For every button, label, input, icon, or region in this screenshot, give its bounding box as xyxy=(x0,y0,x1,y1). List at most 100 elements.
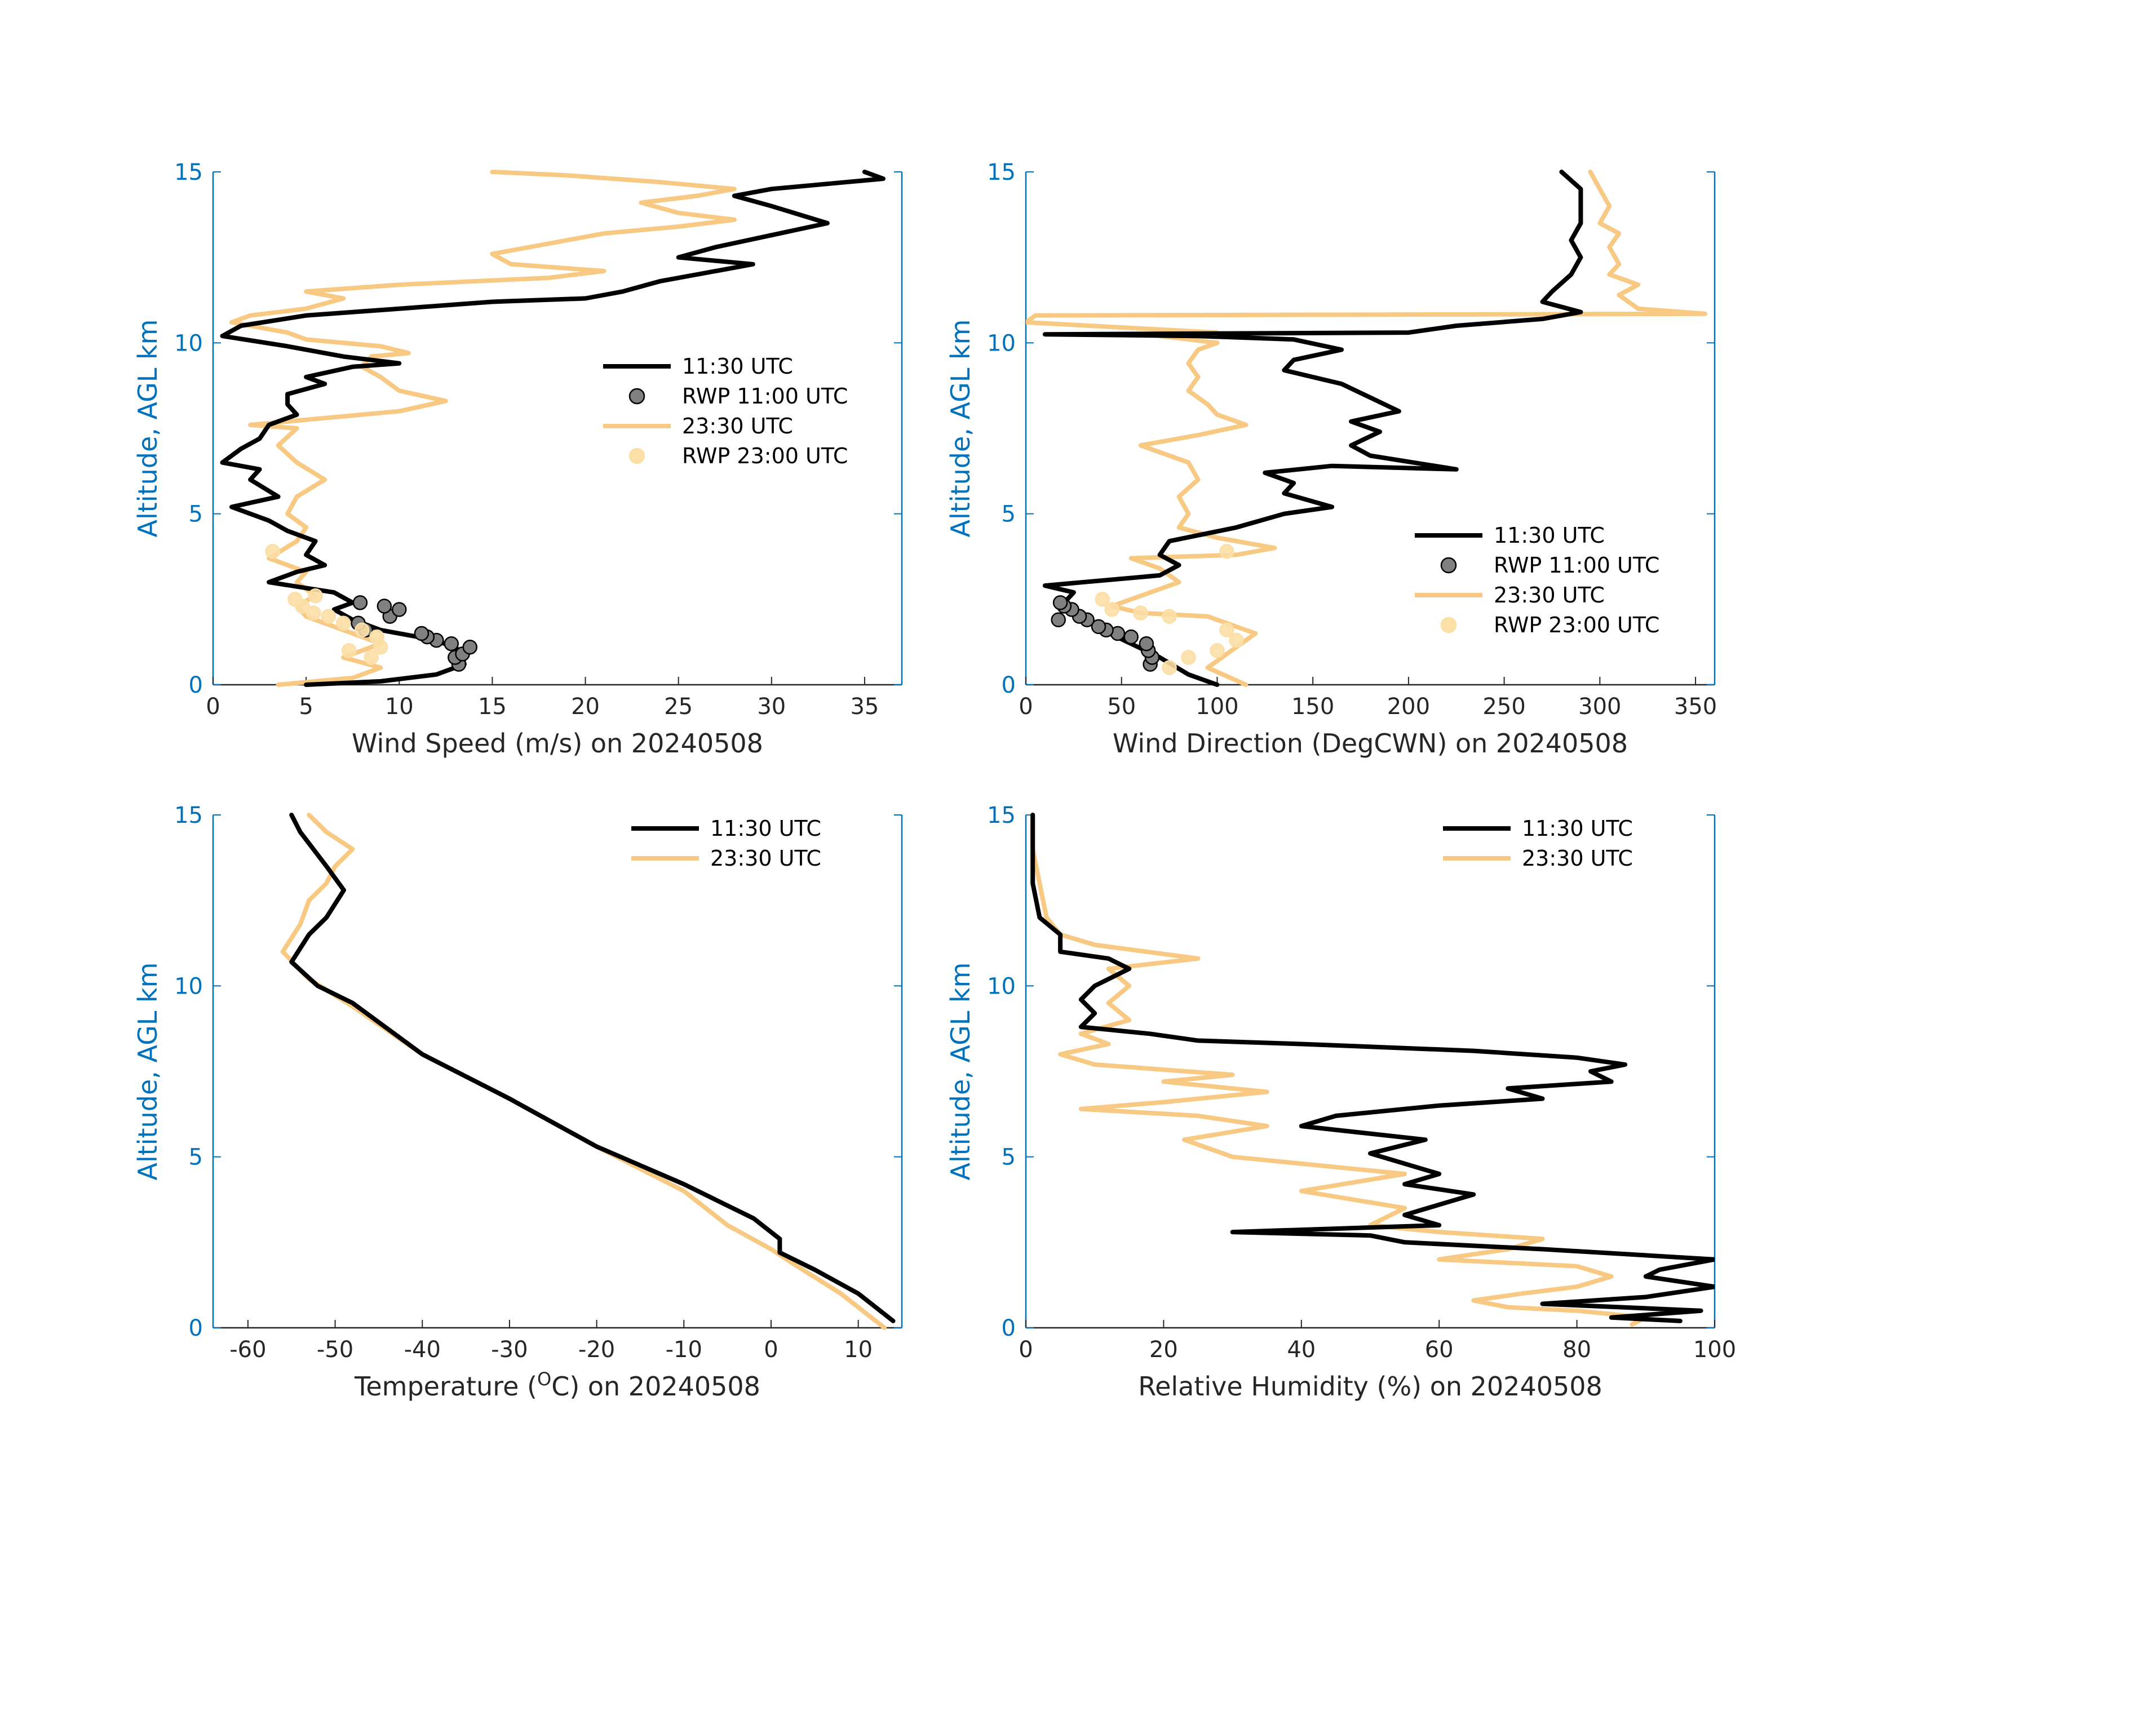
y-tick-label: 10 xyxy=(174,973,203,999)
legend-label: RWP 11:00 UTC xyxy=(682,384,848,409)
x-axis-label-part: Temperature ( xyxy=(354,1371,537,1402)
plot-area xyxy=(1026,170,1707,687)
legend-label: 23:30 UTC xyxy=(1522,846,1633,871)
x-tick-label: 20 xyxy=(571,694,600,720)
panel-wind-direction: 0 50 100 150 200 250 300 350 0 5 10 15 Wind Directio… xyxy=(945,159,1717,759)
data-point-rwp-23-00-utc xyxy=(306,605,321,620)
series-line-23-30-utc xyxy=(280,813,887,1330)
data-point-rwp-11-00-utc xyxy=(1123,629,1139,645)
legend-label: RWP 11:00 UTC xyxy=(1494,553,1659,578)
legend-marker-swatch xyxy=(628,447,645,464)
x-tick-label: 50 xyxy=(1107,694,1136,720)
y-axis-label: Altitude, AGL km xyxy=(945,319,976,537)
x-tick-label: -40 xyxy=(404,1337,441,1363)
legend-label: 11:30 UTC xyxy=(710,816,821,841)
y-axis-label: Altitude, AGL km xyxy=(132,319,163,537)
data-point-rwp-11-00-utc xyxy=(462,640,478,655)
legend: 11:30 UTC 23:30 UTC xyxy=(1443,816,1633,871)
legend: 11:30 UTC 23:30 UTC xyxy=(631,816,821,871)
y-tick-label: 10 xyxy=(987,973,1016,999)
data-point-rwp-23-00-utc xyxy=(369,629,384,645)
legend-label: 11:30 UTC xyxy=(1522,816,1633,841)
data-point-rwp-11-00-utc xyxy=(392,602,407,617)
series-line-11-30-utc xyxy=(289,813,896,1323)
data-point-rwp-23-00-utc xyxy=(364,650,379,665)
legend-marker-swatch xyxy=(1440,617,1457,633)
x-tick-label: 250 xyxy=(1482,694,1525,720)
plot-area xyxy=(1030,813,1715,1327)
x-tick-label: -60 xyxy=(229,1337,266,1363)
data-point-rwp-23-00-utc xyxy=(1133,605,1148,620)
data-point-rwp-11-00-utc xyxy=(414,626,430,641)
y-tick-label: 15 xyxy=(987,159,1016,185)
x-tick-label: 200 xyxy=(1387,694,1430,720)
x-tick-label: 350 xyxy=(1674,694,1717,720)
series-line-23-30-utc xyxy=(1026,170,1707,687)
y-tick-label: 0 xyxy=(1002,1315,1016,1341)
data-point-rwp-23-00-utc xyxy=(1219,544,1234,559)
x-tick-label: 100 xyxy=(1693,1337,1736,1363)
y-axis-label: Altitude, AGL km xyxy=(132,962,163,1180)
x-tick-label: 0 xyxy=(206,694,220,720)
x-axis-label: Relative Humidity (%) on 20240508 xyxy=(1138,1371,1602,1402)
legend-label: 11:30 UTC xyxy=(1494,523,1605,548)
series-line-11-30-utc xyxy=(1030,813,1715,1323)
data-point-rwp-23-00-utc xyxy=(321,609,337,624)
data-point-rwp-23-00-utc xyxy=(1219,622,1234,638)
x-tick-label: 0 xyxy=(764,1337,778,1363)
x-tick-label: 10 xyxy=(385,694,414,720)
x-tick-label: 0 xyxy=(1019,694,1033,720)
data-point-rwp-11-00-utc xyxy=(1091,619,1106,635)
x-tick-label: 30 xyxy=(757,694,786,720)
legend-label: 23:30 UTC xyxy=(1494,583,1605,608)
y-tick-label: 10 xyxy=(987,330,1016,356)
x-tick-label: 10 xyxy=(844,1337,873,1363)
y-tick-label: 0 xyxy=(1002,672,1016,698)
y-tick-label: 0 xyxy=(189,1315,203,1341)
data-point-rwp-23-00-utc xyxy=(335,615,351,631)
y-tick-label: 15 xyxy=(987,803,1016,828)
y-tick-label: 5 xyxy=(1002,1145,1016,1171)
y-axis-label: Altitude, AGL km xyxy=(945,962,976,1180)
legend: 11:30 UTC RWP 11:00 UTC 23:30 UTC RWP 23:00… xyxy=(1415,523,1659,637)
panel-relative-humidity: 0 20 40 60 80 100 0 5 10 15 Relative Humidity (%) … xyxy=(945,803,1736,1402)
data-point-rwp-11-00-utc xyxy=(1051,612,1066,627)
x-tick-label: 40 xyxy=(1287,1337,1316,1363)
series-line-11-30-utc xyxy=(1042,170,1583,687)
x-tick-label: -10 xyxy=(666,1337,702,1363)
legend-label: RWP 23:00 UTC xyxy=(1494,613,1659,637)
x-axis-label-tail: C) on 20240508 xyxy=(551,1371,760,1402)
legend-marker-swatch xyxy=(628,388,645,405)
y-tick-label: 0 xyxy=(189,672,203,698)
x-axis-label: Wind Direction (DegCWN) on 20240508 xyxy=(1113,728,1628,759)
data-point-rwp-23-00-utc xyxy=(265,544,280,559)
x-tick-label: 5 xyxy=(299,694,313,720)
y-tick-label: 5 xyxy=(189,1145,203,1171)
data-point-rwp-11-00-utc xyxy=(1052,595,1068,610)
x-tick-label: 0 xyxy=(1019,1337,1033,1363)
legend-label: 11:30 UTC xyxy=(682,354,793,379)
series-line-11-30-utc xyxy=(220,170,886,687)
legend-label: 23:30 UTC xyxy=(682,414,793,438)
x-tick-label: 100 xyxy=(1196,694,1238,720)
x-axis-label-superscript: O xyxy=(537,1368,551,1390)
x-tick-label: 15 xyxy=(478,694,507,720)
y-tick-label: 5 xyxy=(189,502,203,528)
x-axis-label: Temperature (OC) on 20240508 xyxy=(354,1368,760,1402)
x-tick-label: -50 xyxy=(317,1337,353,1363)
plot-area xyxy=(280,813,896,1330)
data-point-rwp-23-00-utc xyxy=(1210,643,1225,658)
x-tick-label: 25 xyxy=(664,694,693,720)
x-tick-label: 300 xyxy=(1578,694,1621,720)
data-point-rwp-11-00-utc xyxy=(1139,636,1154,651)
x-tick-label: -20 xyxy=(578,1337,615,1363)
data-point-rwp-11-00-utc xyxy=(352,595,368,610)
data-point-rwp-23-00-utc xyxy=(1229,632,1244,648)
panel-wind-speed: 0 5 10 15 20 25 30 35 0 5 10 15 Wind Speed (m/s) on … xyxy=(132,159,903,759)
data-point-rwp-23-00-utc xyxy=(1162,660,1177,675)
plot-area xyxy=(220,170,886,687)
data-point-rwp-23-00-utc xyxy=(354,622,370,638)
